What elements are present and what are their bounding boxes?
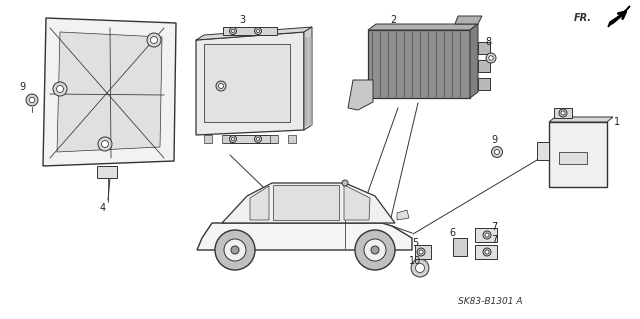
Circle shape: [215, 230, 255, 270]
Circle shape: [486, 53, 496, 63]
Polygon shape: [455, 16, 482, 24]
Circle shape: [492, 146, 502, 158]
Polygon shape: [368, 24, 478, 30]
Bar: [204, 44, 290, 122]
Bar: [478, 60, 490, 72]
Bar: [223, 27, 277, 35]
Circle shape: [371, 246, 379, 254]
Text: 6: 6: [449, 228, 455, 238]
Polygon shape: [368, 30, 470, 98]
Text: 7: 7: [491, 222, 497, 232]
Circle shape: [364, 239, 386, 261]
Bar: [415, 245, 431, 259]
Bar: [475, 245, 497, 259]
Circle shape: [56, 85, 63, 93]
Polygon shape: [549, 117, 613, 122]
Polygon shape: [43, 18, 176, 166]
Polygon shape: [348, 80, 373, 110]
Bar: [204, 135, 212, 143]
Circle shape: [53, 82, 67, 96]
Circle shape: [257, 137, 259, 140]
Polygon shape: [57, 32, 162, 152]
Circle shape: [495, 150, 499, 154]
Circle shape: [232, 29, 234, 33]
Text: 1: 1: [614, 117, 620, 127]
Circle shape: [419, 250, 423, 254]
Text: 10: 10: [409, 256, 421, 266]
Circle shape: [102, 140, 109, 147]
Circle shape: [150, 36, 157, 43]
Circle shape: [29, 97, 35, 103]
Circle shape: [98, 137, 112, 151]
Circle shape: [411, 259, 429, 277]
Bar: [222, 135, 230, 143]
Circle shape: [230, 27, 237, 34]
Polygon shape: [344, 185, 370, 220]
Bar: [288, 135, 296, 143]
Polygon shape: [197, 223, 412, 250]
Circle shape: [415, 263, 424, 272]
Circle shape: [216, 81, 226, 91]
Text: 8: 8: [485, 37, 491, 47]
Polygon shape: [196, 32, 304, 135]
Circle shape: [232, 137, 234, 140]
Bar: [453, 238, 467, 256]
Text: FR.: FR.: [574, 13, 592, 23]
Circle shape: [483, 248, 491, 256]
Bar: [478, 42, 490, 54]
Circle shape: [559, 109, 567, 117]
Circle shape: [218, 84, 223, 88]
Polygon shape: [250, 186, 269, 220]
Bar: [559, 152, 587, 164]
Circle shape: [561, 111, 565, 115]
Circle shape: [355, 230, 395, 270]
Circle shape: [255, 27, 262, 34]
Text: 9: 9: [491, 135, 497, 145]
Polygon shape: [608, 6, 630, 27]
Polygon shape: [304, 27, 312, 130]
Polygon shape: [196, 27, 312, 40]
Text: 7: 7: [491, 235, 497, 245]
Circle shape: [489, 56, 493, 60]
Bar: [478, 78, 490, 90]
Bar: [549, 122, 607, 187]
Bar: [554, 108, 572, 118]
Circle shape: [230, 136, 237, 143]
Polygon shape: [470, 24, 478, 98]
Text: 9: 9: [19, 82, 25, 92]
Circle shape: [485, 250, 489, 254]
Polygon shape: [97, 166, 117, 178]
Circle shape: [417, 248, 425, 256]
Bar: [270, 135, 278, 143]
Polygon shape: [273, 185, 339, 220]
Circle shape: [26, 94, 38, 106]
Circle shape: [255, 136, 262, 143]
Circle shape: [485, 233, 489, 237]
Bar: [537, 142, 549, 160]
Bar: [223, 135, 277, 143]
Circle shape: [342, 180, 348, 186]
Text: 3: 3: [239, 15, 245, 25]
Text: 5: 5: [412, 238, 418, 248]
Text: 2: 2: [390, 15, 396, 25]
Circle shape: [257, 29, 259, 33]
Circle shape: [147, 33, 161, 47]
Circle shape: [483, 231, 491, 239]
Bar: [475, 228, 497, 242]
Circle shape: [224, 239, 246, 261]
Text: 4: 4: [100, 203, 106, 213]
Circle shape: [231, 246, 239, 254]
Polygon shape: [397, 210, 409, 220]
Text: SK83-B1301 A: SK83-B1301 A: [458, 298, 522, 307]
Polygon shape: [222, 183, 395, 223]
